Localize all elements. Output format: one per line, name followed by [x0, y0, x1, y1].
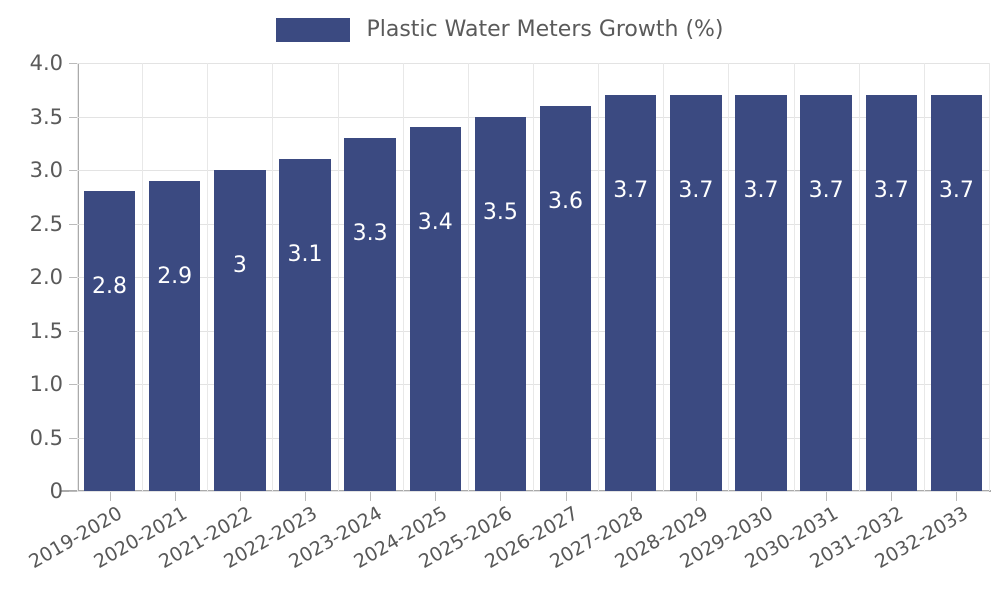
bar[interactable]: [279, 159, 331, 491]
bar-value-label: 3.4: [417, 210, 453, 236]
x-axis-tick-mark: [695, 492, 697, 501]
gridline-vertical: [533, 63, 534, 491]
gridline-vertical: [77, 63, 78, 491]
gridline-vertical: [663, 63, 664, 491]
bar[interactable]: [83, 191, 136, 491]
bar-value-label: 3.7: [678, 178, 714, 204]
x-axis-tick-mark: [761, 492, 762, 501]
bar[interactable]: [344, 137, 396, 491]
x-axis-tick-mark: [630, 492, 632, 501]
gridline-vertical: [142, 63, 143, 491]
chart-legend: Plastic Water Meters Growth (%): [0, 12, 1000, 48]
x-axis-tick-mark: [239, 492, 241, 501]
x-axis-tick-mark: [370, 492, 372, 501]
legend-swatch-plastic-water-meters-growth: [276, 18, 351, 42]
bar[interactable]: [865, 95, 917, 491]
gridline-horizontal: [77, 491, 989, 492]
bar-value-label: 3.3: [352, 220, 388, 246]
bar[interactable]: [148, 180, 201, 491]
bar[interactable]: [735, 95, 787, 491]
y-axis-tick-mark: [69, 437, 77, 439]
bar[interactable]: [800, 95, 852, 491]
bar-value-label: 3.5: [482, 199, 518, 225]
plot-area: 2.8 2.9 3 3.1 3.3 3.4 3.5 3.6 3.7 3.7 3.7 3.7 3.7 3.7: [77, 63, 990, 492]
y-axis-tick-label: 3.0: [29, 158, 63, 182]
bar[interactable]: [539, 105, 592, 491]
y-axis-tick-mark: [69, 330, 77, 332]
bar[interactable]: [474, 116, 527, 491]
y-axis-tick-mark: [69, 116, 77, 118]
bar-value-label: 3.7: [613, 178, 649, 204]
y-axis-tick-mark: [69, 63, 77, 64]
y-axis-tick-label: 3.5: [29, 104, 63, 129]
gridline-vertical: [989, 63, 990, 491]
y-axis-tick-label: 1.0: [29, 372, 63, 396]
bar-value-label: 3: [232, 253, 247, 278]
x-axis-tick-mark: [174, 492, 176, 501]
y-axis-tick-label: 0: [49, 479, 63, 503]
x-axis-tick-mark: [305, 492, 306, 501]
legend-label-plastic-water-meters-growth: Plastic Water Meters Growth (%): [366, 17, 724, 42]
bar[interactable]: [930, 95, 983, 491]
y-axis-tick-mark: [69, 170, 77, 171]
bar[interactable]: [604, 95, 657, 491]
bar-value-label: 3.7: [743, 178, 779, 204]
bar[interactable]: [670, 95, 722, 491]
gridline-vertical: [403, 63, 404, 491]
bar-value-label: 3.1: [287, 242, 323, 268]
gridline-vertical: [859, 63, 860, 491]
gridline-vertical: [338, 63, 339, 491]
bar-value-label: 3.7: [873, 178, 909, 204]
y-axis-tick-label: 2.0: [29, 265, 63, 289]
gridline-vertical: [468, 63, 469, 491]
y-axis-tick-mark: [69, 223, 77, 225]
x-axis-tick-mark: [565, 492, 567, 501]
y-axis-tick-label: 2.5: [29, 211, 63, 236]
gridline-vertical: [272, 63, 273, 491]
x-axis-tick-mark: [826, 492, 828, 501]
bar-value-label: 3.6: [548, 188, 584, 214]
y-axis-tick-mark: [69, 277, 77, 278]
y-axis-tick-mark: [69, 491, 77, 492]
bar-value-label: 2.9: [157, 263, 193, 289]
gridline-vertical: [728, 63, 729, 491]
y-axis-tick-mark: [69, 384, 77, 385]
bar-value-label: 2.8: [92, 274, 128, 300]
y-axis-tick-label: 1.5: [29, 318, 63, 343]
x-axis-tick-mark: [500, 492, 502, 501]
bar[interactable]: [214, 170, 266, 491]
gridline-vertical: [598, 63, 599, 491]
y-axis-tick-label: 4.0: [29, 51, 63, 75]
x-axis-tick-mark: [435, 492, 437, 501]
bar-value-label: 3.7: [808, 178, 844, 204]
gridline-vertical: [794, 63, 795, 491]
gridline-vertical: [207, 63, 208, 491]
x-axis-tick-mark: [891, 492, 893, 501]
y-axis-tick-label: 0.5: [29, 425, 63, 450]
x-axis-tick-mark: [956, 492, 958, 501]
bar-value-label: 3.7: [938, 178, 974, 204]
gridline-vertical: [924, 63, 925, 491]
bar[interactable]: [409, 127, 461, 491]
x-axis-tick-mark: [109, 492, 111, 501]
